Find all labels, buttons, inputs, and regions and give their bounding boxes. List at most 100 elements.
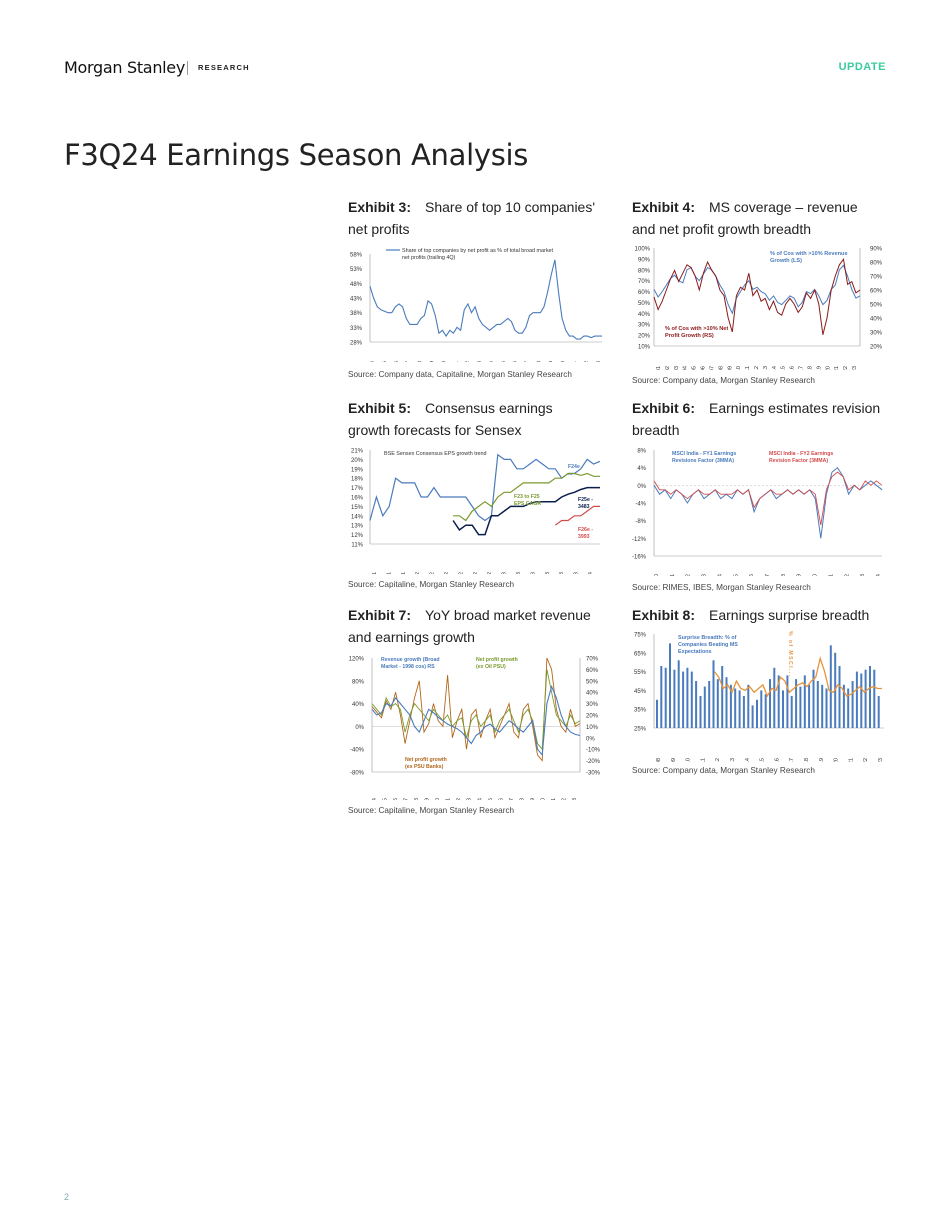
series-line xyxy=(369,453,601,522)
exhibit-title: MS coverage – revenue and net profit gro… xyxy=(632,199,858,237)
bar xyxy=(656,699,658,728)
bar xyxy=(673,669,676,728)
exhibit-8-heading: Exhibit 8: Earnings surprise breadth xyxy=(632,604,882,626)
legend-label: MSCI India - FY2 Earnings xyxy=(769,451,833,457)
x-tick-label: 2011 xyxy=(446,798,452,800)
y-tick-label: 12% xyxy=(351,533,364,539)
bar xyxy=(864,669,867,728)
y-tick-label: -30% xyxy=(586,771,601,777)
x-tick-label: 2023 xyxy=(572,798,578,800)
y-tick-label: 35% xyxy=(634,708,647,714)
exhibit-5-chart: 21% 20% 19% 18% 17% 16% 15% 14% 13% 12% 11% Jul-21 S… xyxy=(351,449,601,574)
x-tick-label: Jan-23 xyxy=(502,572,508,574)
legend-label: Revenue growth (Broad xyxy=(381,657,440,663)
x-tick-label: 2011 xyxy=(670,574,676,576)
x-tick-label: Mar-23 xyxy=(516,572,522,574)
x-tick-label: 2012 xyxy=(754,366,760,370)
x-tick-label: Dec-17 xyxy=(789,758,795,762)
y-tick-label: 28% xyxy=(350,341,363,347)
exhibit-title: YoY broad market revenue and earnings gr… xyxy=(348,607,591,645)
exhibit-4-source: Source: Company data, Morgan Stanley Res… xyxy=(632,376,815,385)
y-tick-label: 10% xyxy=(638,345,651,351)
exhibit-number: Exhibit 6: xyxy=(632,400,696,416)
legend-label: Market - 1998 cos) RS xyxy=(381,664,435,670)
x-tick-label: 2017 xyxy=(525,361,531,362)
y-tick-label: 0% xyxy=(586,736,595,742)
bar xyxy=(851,681,854,728)
series-line-revenue xyxy=(371,684,581,757)
x-tick-label: 2005 xyxy=(692,366,698,370)
bar xyxy=(873,669,876,728)
update-tag: UPDATE xyxy=(838,61,886,73)
exhibit-title: Consensus earnings growth forecasts for … xyxy=(348,400,553,438)
bar xyxy=(695,681,698,728)
series-line xyxy=(369,259,602,340)
x-tick-label: 2022 xyxy=(584,361,590,362)
x-tick-label: 2021 xyxy=(572,361,578,362)
series-line-fy2 xyxy=(653,471,883,526)
bar xyxy=(803,675,806,728)
annotation-label: 3483 xyxy=(578,504,590,510)
y-tick-label: 15% xyxy=(351,505,364,511)
exhibit-title: Share of top 10 companies' net profits xyxy=(348,199,596,237)
x-tick-label: 2014 xyxy=(489,361,495,362)
y-tick-label: 80% xyxy=(638,268,651,274)
y-tick-label: 40% xyxy=(352,702,365,708)
x-tick-label: 2007 xyxy=(404,798,410,800)
annotation-label: 3993 xyxy=(578,534,590,540)
y-tick-label: 20% xyxy=(870,345,883,351)
x-tick-label: 2001 xyxy=(656,366,662,370)
exhibit-number: Exhibit 5: xyxy=(348,400,412,416)
annotation-label: ... xyxy=(568,471,573,477)
bar xyxy=(821,684,824,728)
x-tick-label: Dec-08 xyxy=(656,758,662,762)
annotation-label: F24e - xyxy=(568,464,583,470)
x-tick-label: 2021 xyxy=(551,798,557,800)
exhibit-number: Exhibit 8: xyxy=(632,607,696,623)
y-tick-label: 20% xyxy=(586,714,599,720)
x-tick-label: 2018 xyxy=(781,574,787,576)
x-tick-label: 2019 xyxy=(530,798,536,800)
series-line xyxy=(453,472,600,522)
x-tick-label: Nov-21 xyxy=(401,572,407,574)
x-tick-label: Dec-22 xyxy=(863,758,869,762)
x-tick-label: 2012 xyxy=(686,574,692,576)
legend-label: Revisions Factor (3MMA) xyxy=(672,458,734,464)
x-tick-label: Jul-23 xyxy=(545,572,551,574)
exhibit-5-heading: Exhibit 5: Consensus earnings growth fore… xyxy=(348,397,598,441)
x-tick-label: Mar-22 xyxy=(430,572,436,574)
bar xyxy=(855,671,858,728)
y-tick-label: 75% xyxy=(634,633,647,639)
bar xyxy=(751,705,754,728)
y-tick-label: 30% xyxy=(638,323,651,329)
bar xyxy=(825,688,828,728)
series-line xyxy=(452,486,600,536)
bar xyxy=(842,684,845,728)
y-tick-label: 43% xyxy=(350,297,363,303)
x-tick-label: 2014 xyxy=(772,366,778,370)
y-tick-label: -12% xyxy=(632,537,647,543)
y-tick-label: 48% xyxy=(350,282,363,288)
y-tick-label: 65% xyxy=(634,651,647,657)
bar xyxy=(869,666,871,728)
y-tick-label: -40% xyxy=(350,748,365,754)
x-tick-label: May-22 xyxy=(444,572,450,574)
x-tick-label: Dec-16 xyxy=(774,758,780,762)
bar xyxy=(773,667,776,728)
annotation-label: F26e - xyxy=(578,527,593,533)
x-tick-label: 2013 xyxy=(702,574,708,576)
bar xyxy=(703,686,706,728)
exhibit-5-source: Source: Capitaline, Morgan Stanley Resea… xyxy=(348,580,515,589)
exhibit-8-source: Source: Company data, Morgan Stanley Res… xyxy=(632,766,815,775)
annotation-label: F23 to F25 xyxy=(514,494,540,500)
series-line-msci xyxy=(713,656,882,698)
y-tick-label: 25% xyxy=(634,727,647,733)
y-tick-label: 11% xyxy=(351,543,363,549)
x-tick-label: 2009 xyxy=(429,361,435,362)
y-tick-label: -8% xyxy=(635,519,646,525)
exhibit-6-source: Source: RIMES, IBES, Morgan Stanley Rese… xyxy=(632,583,811,592)
page-number: 2 xyxy=(64,1192,70,1202)
x-tick-label: 2018 xyxy=(537,361,543,362)
x-tick-label: 2022 xyxy=(844,574,850,576)
legend-label: Net profit growth xyxy=(476,657,518,663)
